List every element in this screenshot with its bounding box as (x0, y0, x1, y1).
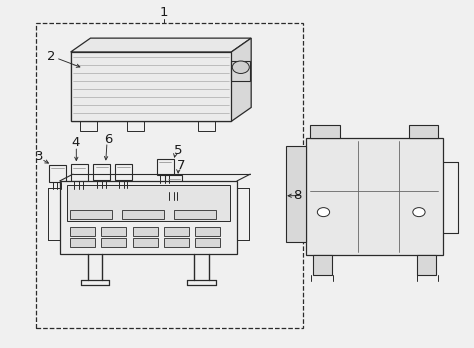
Circle shape (232, 61, 249, 73)
Bar (71, 52, 231, 121)
Bar (101, 238, 126, 247)
Bar (417, 255, 437, 275)
Bar (115, 164, 132, 180)
Bar (71, 164, 88, 181)
Text: 7: 7 (177, 159, 185, 172)
Circle shape (413, 208, 425, 217)
Text: 3: 3 (35, 150, 44, 163)
Bar (310, 126, 339, 137)
Bar (133, 238, 157, 247)
Bar (164, 238, 189, 247)
Polygon shape (231, 38, 251, 121)
Bar (156, 159, 173, 175)
Circle shape (318, 208, 329, 217)
Bar (174, 211, 216, 219)
Bar (70, 227, 95, 236)
Bar (133, 227, 157, 236)
Bar (198, 121, 215, 131)
Bar (409, 126, 438, 137)
Bar (313, 255, 332, 275)
Text: 2: 2 (47, 50, 56, 63)
Text: 1: 1 (159, 6, 168, 19)
Bar (231, 61, 250, 81)
Bar (306, 137, 443, 255)
Text: 4: 4 (71, 136, 80, 149)
Bar (128, 121, 144, 131)
Bar (49, 165, 66, 182)
Text: 6: 6 (104, 133, 113, 146)
Bar (195, 227, 220, 236)
Bar (101, 227, 126, 236)
Polygon shape (286, 146, 306, 242)
Bar (165, 175, 182, 192)
Bar (93, 164, 110, 180)
Bar (70, 238, 95, 247)
Text: 8: 8 (293, 189, 301, 202)
Text: 5: 5 (173, 144, 182, 157)
Bar (122, 211, 164, 219)
Bar (195, 238, 220, 247)
Bar (67, 184, 230, 221)
Polygon shape (71, 52, 231, 121)
Bar (70, 211, 112, 219)
Bar (36, 23, 303, 328)
Bar (80, 121, 97, 131)
Bar (60, 181, 237, 254)
Polygon shape (71, 38, 251, 52)
Bar (164, 227, 189, 236)
